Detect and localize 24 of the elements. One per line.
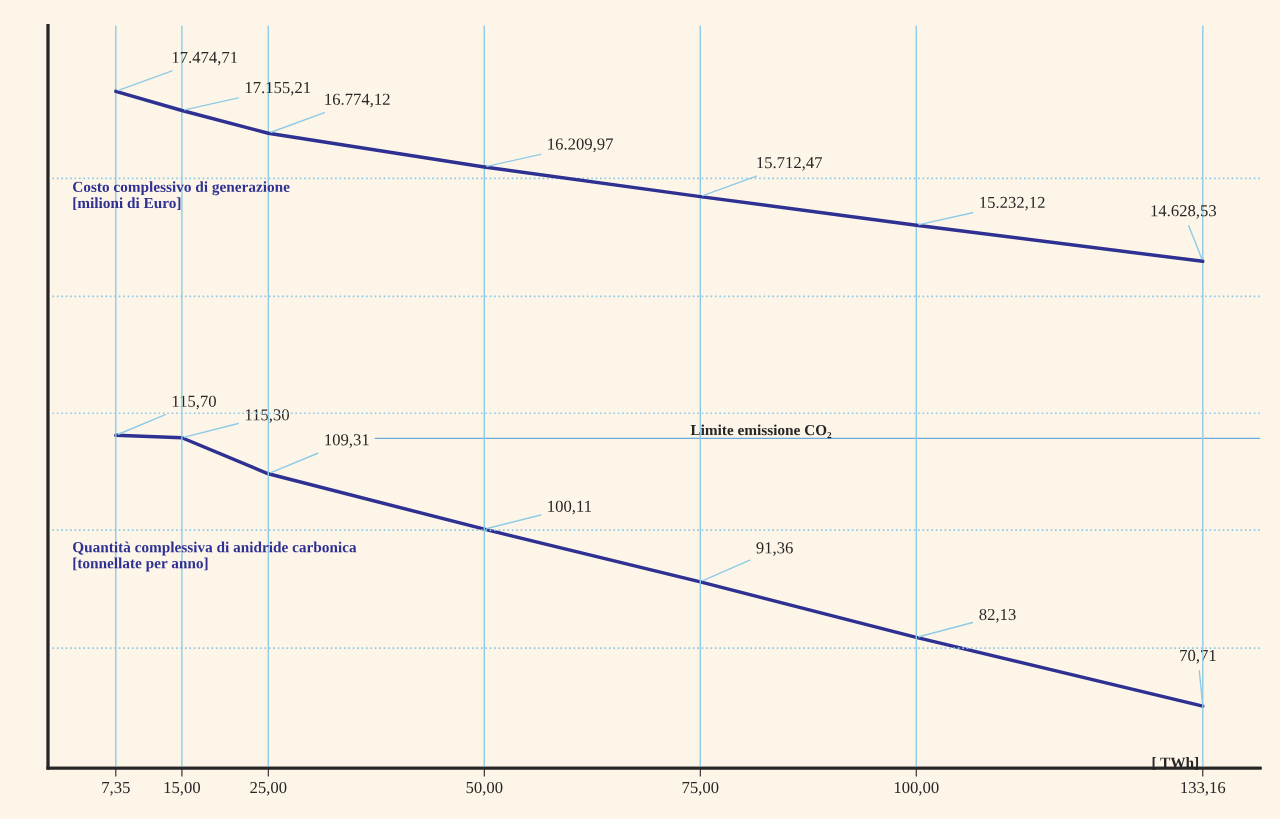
x-tick-label: 133,16 — [1181, 781, 1226, 796]
x-tick-label: 25,00 — [250, 781, 287, 796]
data-label: 17.474,71 — [172, 51, 238, 66]
data-label: 115,30 — [245, 409, 289, 423]
text: Quantità complessiva di anidride carbonica [tonnellate per anno] — [72, 541, 357, 572]
data-label: 15.712,47 — [757, 157, 823, 171]
x-tick-label: 75,00 — [682, 781, 719, 796]
data-label: 82,13 — [979, 608, 1016, 623]
data-label: 109,31 — [325, 434, 369, 448]
data-label: 115,70 — [172, 395, 216, 410]
ref-line-label: Limite emissione CO₂ — [690, 424, 832, 439]
text: Costo complessivo di generazione [milioni di Euro] — [72, 181, 290, 211]
x-tick-label: 7,35 — [102, 781, 130, 796]
data-label: 91,36 — [756, 542, 793, 556]
data-label: 15.232,12 — [980, 196, 1045, 211]
data-label: 16.774,12 — [325, 93, 390, 108]
data-label: 17.155,21 — [245, 81, 311, 96]
data-label: 100,11 — [548, 500, 592, 515]
x-tick-label: 50,00 — [466, 781, 503, 796]
data-label: 14.628,53 — [1151, 205, 1217, 219]
x-tick-label: 100,00 — [894, 781, 939, 796]
data-label: 70,71 — [1180, 649, 1216, 664]
x-tick-label: 15,00 — [164, 781, 201, 796]
data-label: 16.209,97 — [548, 138, 613, 153]
